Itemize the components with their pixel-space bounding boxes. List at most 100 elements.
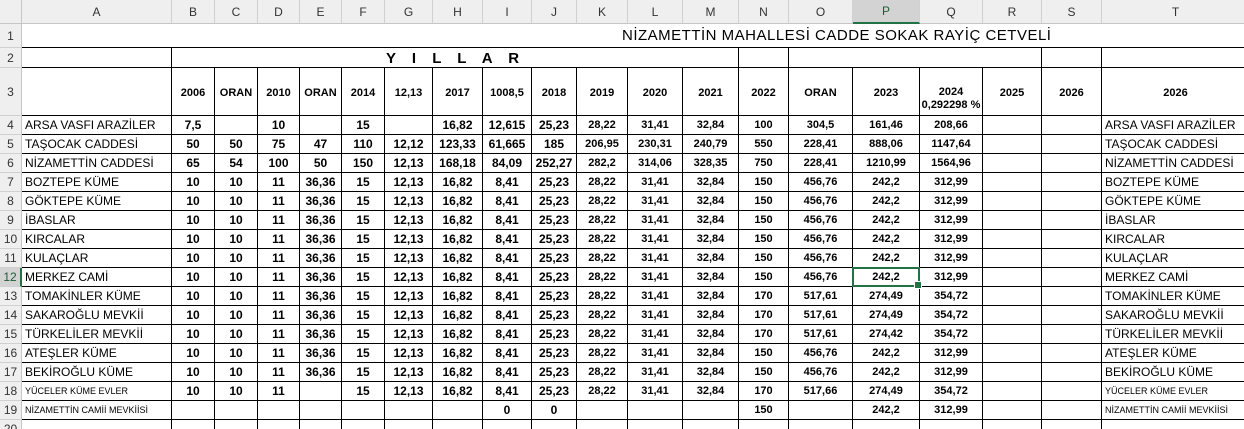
value-cell[interactable]: 28,22	[577, 230, 628, 249]
value-cell[interactable]: 12,13	[385, 173, 433, 192]
value-cell[interactable]: 10	[215, 287, 258, 306]
value-cell[interactable]: 32,84	[683, 268, 739, 287]
value-cell[interactable]: 274,49	[853, 287, 920, 306]
value-cell[interactable]: 25,23	[532, 363, 577, 382]
value-cell[interactable]: 1564,96	[920, 154, 983, 173]
row-header-7[interactable]: 7	[0, 173, 22, 192]
value-cell[interactable]: 242,2	[853, 211, 920, 230]
row-header-3[interactable]: 3	[0, 68, 22, 116]
value-cell[interactable]: 312,99	[920, 230, 983, 249]
value-cell[interactable]: 10	[215, 344, 258, 363]
value-cell[interactable]: 10	[215, 363, 258, 382]
value-cell[interactable]: 150	[739, 344, 789, 363]
value-cell[interactable]: 10	[172, 230, 215, 249]
value-cell[interactable]	[983, 344, 1042, 363]
street-name-cell[interactable]: ATEŞLER KÜME	[1102, 344, 1244, 363]
value-cell[interactable]: 242,2	[853, 192, 920, 211]
value-cell[interactable]: 170	[739, 287, 789, 306]
value-cell[interactable]: 274,49	[853, 382, 920, 401]
column-header-h[interactable]: H	[433, 0, 483, 24]
row2-cell[interactable]	[1102, 48, 1244, 68]
value-cell[interactable]	[258, 420, 300, 429]
value-cell[interactable]	[789, 420, 853, 429]
value-cell[interactable]: 8,41	[483, 268, 532, 287]
street-name-cell[interactable]: BEKİROĞLU KÜME	[1102, 363, 1244, 382]
street-name-cell[interactable]: YÜCELER KÜME EVLER	[1102, 382, 1244, 401]
value-cell[interactable]	[983, 135, 1042, 154]
value-cell[interactable]: 456,76	[789, 363, 853, 382]
value-cell[interactable]: 28,22	[577, 287, 628, 306]
header-cell-p[interactable]: 2023	[853, 68, 920, 116]
value-cell[interactable]: 28,22	[577, 211, 628, 230]
value-cell[interactable]: 242,2	[853, 268, 920, 287]
value-cell[interactable]: 8,41	[483, 249, 532, 268]
value-cell[interactable]: 242,2	[853, 401, 920, 420]
column-header-l[interactable]: L	[628, 0, 683, 24]
value-cell[interactable]: 50	[172, 135, 215, 154]
value-cell[interactable]: 123,33	[433, 135, 483, 154]
value-cell[interactable]	[1042, 420, 1102, 429]
value-cell[interactable]: 36,36	[300, 325, 342, 344]
value-cell[interactable]: 888,06	[853, 135, 920, 154]
value-cell[interactable]: 312,99	[920, 344, 983, 363]
value-cell[interactable]	[983, 116, 1042, 135]
value-cell[interactable]: 185	[532, 135, 577, 154]
row2-cell[interactable]	[920, 48, 983, 68]
row2-cell[interactable]	[22, 48, 172, 68]
value-cell[interactable]	[1042, 116, 1102, 135]
street-name-cell[interactable]: NİZAMETTİN CAMİİ MEVKİİSİ	[1102, 401, 1244, 420]
street-name-cell[interactable]: BEKİROĞLU KÜME	[22, 363, 172, 382]
value-cell[interactable]: 11	[258, 363, 300, 382]
value-cell[interactable]: 328,35	[683, 154, 739, 173]
value-cell[interactable]: 10	[215, 230, 258, 249]
row-header-10[interactable]: 10	[0, 230, 22, 249]
value-cell[interactable]: 15	[342, 211, 385, 230]
value-cell[interactable]: 25,23	[532, 382, 577, 401]
value-cell[interactable]: 50	[215, 135, 258, 154]
value-cell[interactable]: 15	[342, 268, 385, 287]
value-cell[interactable]: 517,61	[789, 325, 853, 344]
value-cell[interactable]: 228,41	[789, 135, 853, 154]
column-header-j[interactable]: J	[532, 0, 577, 24]
value-cell[interactable]: 11	[258, 325, 300, 344]
value-cell[interactable]: 25,23	[532, 249, 577, 268]
row-header-16[interactable]: 16	[0, 344, 22, 363]
value-cell[interactable]: 31,41	[628, 344, 683, 363]
value-cell[interactable]: 31,41	[628, 306, 683, 325]
value-cell[interactable]: 354,72	[920, 287, 983, 306]
value-cell[interactable]: 15	[342, 363, 385, 382]
value-cell[interactable]: 16,82	[433, 306, 483, 325]
value-cell[interactable]: 517,61	[789, 287, 853, 306]
street-name-cell[interactable]: YÜCELER KÜME EVLER	[22, 382, 172, 401]
value-cell[interactable]: 10	[172, 211, 215, 230]
value-cell[interactable]: 25,23	[532, 173, 577, 192]
value-cell[interactable]: 550	[739, 135, 789, 154]
value-cell[interactable]	[385, 116, 433, 135]
value-cell[interactable]	[983, 325, 1042, 344]
row2-cell[interactable]	[342, 48, 385, 68]
value-cell[interactable]	[215, 420, 258, 429]
value-cell[interactable]: 456,76	[789, 268, 853, 287]
value-cell[interactable]: 304,5	[789, 116, 853, 135]
value-cell[interactable]: 230,31	[628, 135, 683, 154]
value-cell[interactable]	[385, 420, 433, 429]
row-header-8[interactable]: 8	[0, 192, 22, 211]
value-cell[interactable]: 25,23	[532, 344, 577, 363]
value-cell[interactable]: 110	[342, 135, 385, 154]
value-cell[interactable]	[215, 116, 258, 135]
value-cell[interactable]: 10	[215, 325, 258, 344]
value-cell[interactable]: 25,23	[532, 116, 577, 135]
value-cell[interactable]	[172, 420, 215, 429]
value-cell[interactable]: 25,23	[532, 268, 577, 287]
value-cell[interactable]: 25,23	[532, 306, 577, 325]
column-header-d[interactable]: D	[258, 0, 300, 24]
row2-cell[interactable]	[853, 48, 920, 68]
value-cell[interactable]: 36,36	[300, 268, 342, 287]
value-cell[interactable]	[1042, 211, 1102, 230]
value-cell[interactable]	[983, 249, 1042, 268]
column-header-q[interactable]: Q	[920, 0, 983, 24]
value-cell[interactable]: 170	[739, 325, 789, 344]
header-cell-i[interactable]: 1008,5	[483, 68, 532, 116]
value-cell[interactable]: 15	[342, 306, 385, 325]
value-cell[interactable]	[1042, 344, 1102, 363]
